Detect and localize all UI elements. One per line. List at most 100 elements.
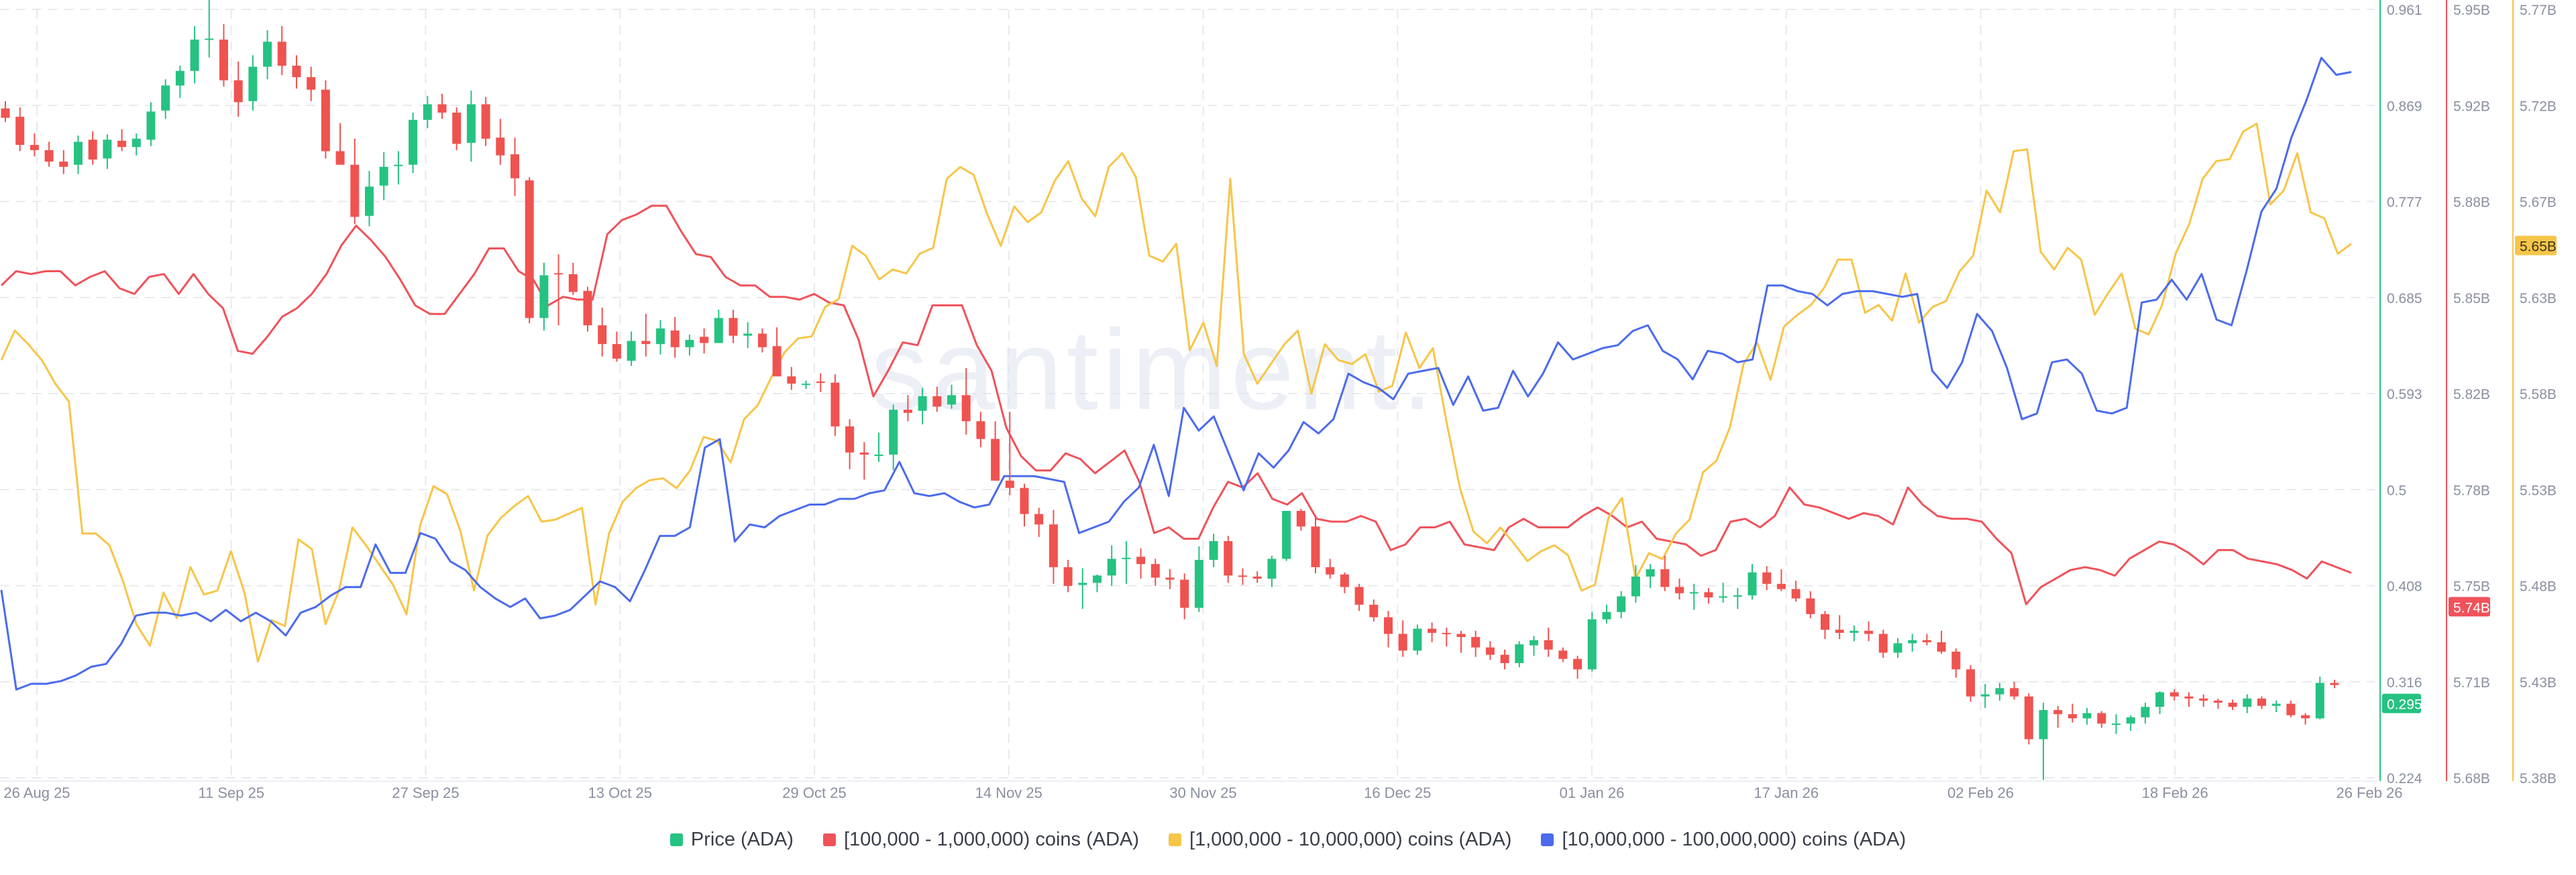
price-candle bbox=[1849, 625, 1859, 642]
candle-body bbox=[2112, 723, 2121, 725]
candle-body bbox=[1485, 647, 1495, 655]
series-line-100k-1m bbox=[0, 205, 2352, 605]
x-tick-label: 26 Aug 25 bbox=[3, 784, 70, 801]
candle-body bbox=[991, 439, 1000, 481]
candle-body bbox=[1238, 575, 1247, 577]
price-candle bbox=[1093, 574, 1102, 593]
price-candle bbox=[2068, 703, 2077, 723]
legend-item-100k-1m[interactable]: [100,000 - 1,000,000) coins (ADA) bbox=[822, 829, 1139, 851]
price-candle bbox=[1719, 583, 1728, 603]
candle-body bbox=[1442, 632, 1451, 634]
price-candle bbox=[1689, 583, 1699, 610]
price-candle bbox=[1122, 541, 1131, 584]
legend-item-1m-10m[interactable]: [1,000,000 - 10,000,000) coins (ADA) bbox=[1169, 829, 1511, 851]
price-candle bbox=[1020, 483, 1029, 527]
price-candle bbox=[1456, 630, 1466, 653]
price-candle bbox=[2213, 698, 2222, 709]
price-axis-tick-label: 0.961 bbox=[2387, 3, 2422, 18]
candle-body bbox=[1646, 569, 1655, 577]
candle-body bbox=[1, 108, 10, 118]
candle-body bbox=[1878, 634, 1888, 653]
price-candle bbox=[685, 335, 694, 356]
candle-body bbox=[1966, 669, 1975, 697]
candle-body bbox=[452, 112, 462, 144]
price-candle bbox=[1500, 649, 1509, 670]
price-candle bbox=[2184, 692, 2194, 707]
candle-body bbox=[103, 139, 112, 159]
series-layer bbox=[0, 56, 2352, 691]
candle-body bbox=[1384, 617, 1393, 634]
red-axis-tick-label: 5.85B bbox=[2453, 291, 2490, 306]
price-candle bbox=[1515, 641, 1524, 668]
x-tick-label: 29 Oct 25 bbox=[782, 784, 846, 801]
series-line-1m-10m bbox=[0, 122, 2352, 663]
price-candle bbox=[656, 320, 665, 355]
candle-body bbox=[2301, 715, 2310, 719]
price-candle bbox=[175, 65, 184, 99]
x-tick-label: 27 Sep 25 bbox=[392, 784, 459, 801]
price-candle bbox=[1194, 546, 1203, 612]
price-candle bbox=[627, 331, 636, 366]
candle-body bbox=[874, 454, 883, 456]
candle-body bbox=[816, 382, 825, 384]
price-candle bbox=[1107, 545, 1116, 586]
price-candle bbox=[787, 367, 796, 390]
candle-body bbox=[2053, 709, 2063, 715]
price-candle bbox=[1296, 508, 1305, 531]
price-candle bbox=[2257, 696, 2266, 709]
candle-body bbox=[263, 42, 272, 67]
price-candle bbox=[452, 107, 462, 150]
candle-body bbox=[743, 333, 753, 336]
red-axis-value-label: 5.74B bbox=[2453, 600, 2490, 616]
legend-label-price: Price (ADA) bbox=[690, 828, 794, 850]
candle-body bbox=[2024, 696, 2033, 740]
candle-body bbox=[15, 117, 25, 145]
price-axis-tick-label: 0.408 bbox=[2387, 579, 2422, 595]
price-candle bbox=[1049, 510, 1058, 584]
price-candle bbox=[1573, 656, 1582, 679]
candle-body bbox=[2126, 717, 2135, 724]
candle-body bbox=[1296, 510, 1305, 527]
candle-body bbox=[1675, 587, 1684, 593]
price-candle bbox=[2286, 700, 2296, 717]
candle-body bbox=[1428, 628, 1437, 633]
legend-swatch-1m-10m bbox=[1169, 833, 1182, 846]
red-axis-tick-label: 5.88B bbox=[2453, 195, 2490, 211]
price-candle bbox=[772, 327, 782, 377]
candle-body bbox=[859, 452, 869, 455]
price-candle bbox=[1748, 564, 1757, 600]
legend-item-price[interactable]: Price (ADA) bbox=[669, 828, 794, 851]
legend-item-10m-100m[interactable]: [10,000,000 - 100,000,000) coins (ADA) bbox=[1541, 829, 1906, 851]
candle-body bbox=[918, 396, 927, 411]
price-candle bbox=[394, 151, 403, 185]
price-candle bbox=[481, 97, 490, 146]
candle-body bbox=[1762, 572, 1772, 584]
series-line-10m-100m bbox=[0, 56, 2352, 691]
price-axis-value-badge bbox=[2382, 693, 2421, 713]
price-candle bbox=[961, 367, 971, 435]
candle-body bbox=[1209, 541, 1218, 561]
candle-body bbox=[190, 40, 199, 71]
grid-layer bbox=[0, 9, 2375, 778]
price-candle bbox=[2330, 679, 2339, 689]
price-candle bbox=[1864, 621, 1874, 642]
price-candle bbox=[219, 23, 228, 87]
price-candle bbox=[757, 328, 767, 353]
price-candle bbox=[1806, 591, 1815, 619]
x-tick-label: 13 Oct 25 bbox=[588, 784, 652, 801]
candle-body bbox=[670, 330, 680, 347]
price-candle bbox=[1442, 628, 1451, 647]
candle-body bbox=[2213, 700, 2222, 703]
candle-body bbox=[1093, 575, 1102, 583]
candle-body bbox=[903, 410, 912, 413]
x-tick-label: 18 Feb 26 bbox=[2142, 784, 2208, 801]
x-tick-label: 11 Sep 25 bbox=[198, 784, 264, 801]
price-candle bbox=[700, 328, 709, 354]
candle-body bbox=[335, 151, 345, 165]
candle-body bbox=[2271, 703, 2281, 706]
candle-body bbox=[2286, 703, 2296, 715]
price-candle bbox=[991, 421, 1000, 481]
candle-body bbox=[1020, 487, 1029, 514]
candle-body bbox=[2315, 683, 2324, 719]
candle-body bbox=[205, 38, 214, 40]
